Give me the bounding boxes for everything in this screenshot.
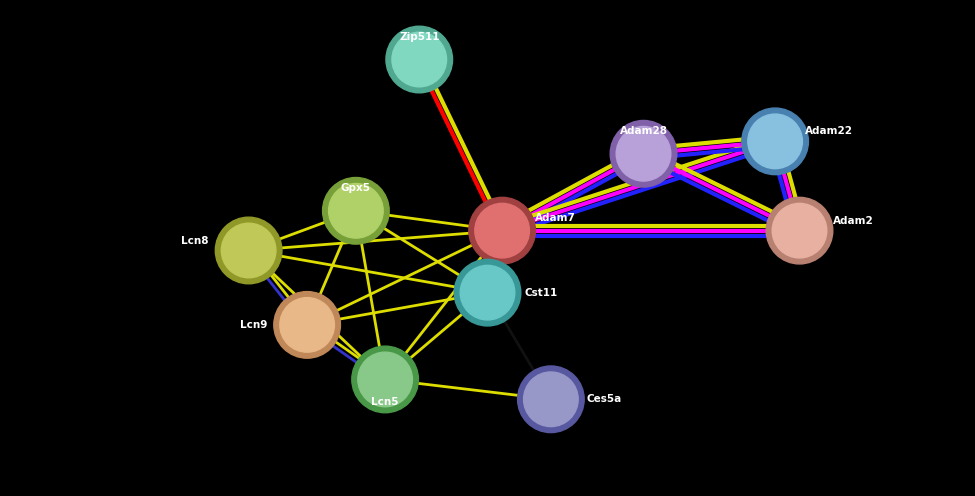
- Text: Adam7: Adam7: [535, 213, 576, 223]
- Text: Cst11: Cst11: [525, 288, 558, 298]
- Circle shape: [329, 184, 383, 238]
- Circle shape: [524, 372, 578, 427]
- Circle shape: [339, 194, 372, 227]
- Text: Lcn8: Lcn8: [181, 236, 209, 246]
- Circle shape: [783, 214, 816, 247]
- Circle shape: [454, 259, 521, 326]
- Circle shape: [471, 276, 504, 309]
- Circle shape: [358, 352, 412, 407]
- Circle shape: [369, 363, 402, 396]
- Text: Lcn5: Lcn5: [371, 397, 399, 407]
- Circle shape: [534, 383, 567, 416]
- Circle shape: [627, 137, 660, 170]
- Circle shape: [518, 366, 584, 433]
- Circle shape: [274, 292, 340, 358]
- Circle shape: [742, 108, 808, 175]
- Circle shape: [772, 203, 827, 258]
- Circle shape: [766, 197, 833, 264]
- Circle shape: [280, 298, 334, 352]
- Text: Adam28: Adam28: [619, 126, 668, 136]
- Circle shape: [759, 125, 792, 158]
- Circle shape: [403, 43, 436, 76]
- Circle shape: [460, 265, 515, 320]
- Circle shape: [469, 197, 535, 264]
- Circle shape: [386, 26, 452, 93]
- Circle shape: [232, 234, 265, 267]
- Circle shape: [291, 309, 324, 341]
- Circle shape: [616, 126, 671, 181]
- Circle shape: [352, 346, 418, 413]
- Circle shape: [215, 217, 282, 284]
- Circle shape: [748, 114, 802, 169]
- Text: Lcn9: Lcn9: [240, 320, 267, 330]
- Circle shape: [486, 214, 519, 247]
- Text: Adam2: Adam2: [833, 216, 874, 226]
- Text: Adam22: Adam22: [804, 126, 853, 136]
- Circle shape: [323, 178, 389, 244]
- Circle shape: [221, 223, 276, 278]
- Text: Ces5a: Ces5a: [587, 394, 622, 404]
- Text: Zip511: Zip511: [399, 32, 440, 42]
- Text: Gpx5: Gpx5: [341, 184, 370, 193]
- Circle shape: [475, 203, 529, 258]
- Circle shape: [392, 32, 447, 87]
- Circle shape: [610, 121, 677, 187]
